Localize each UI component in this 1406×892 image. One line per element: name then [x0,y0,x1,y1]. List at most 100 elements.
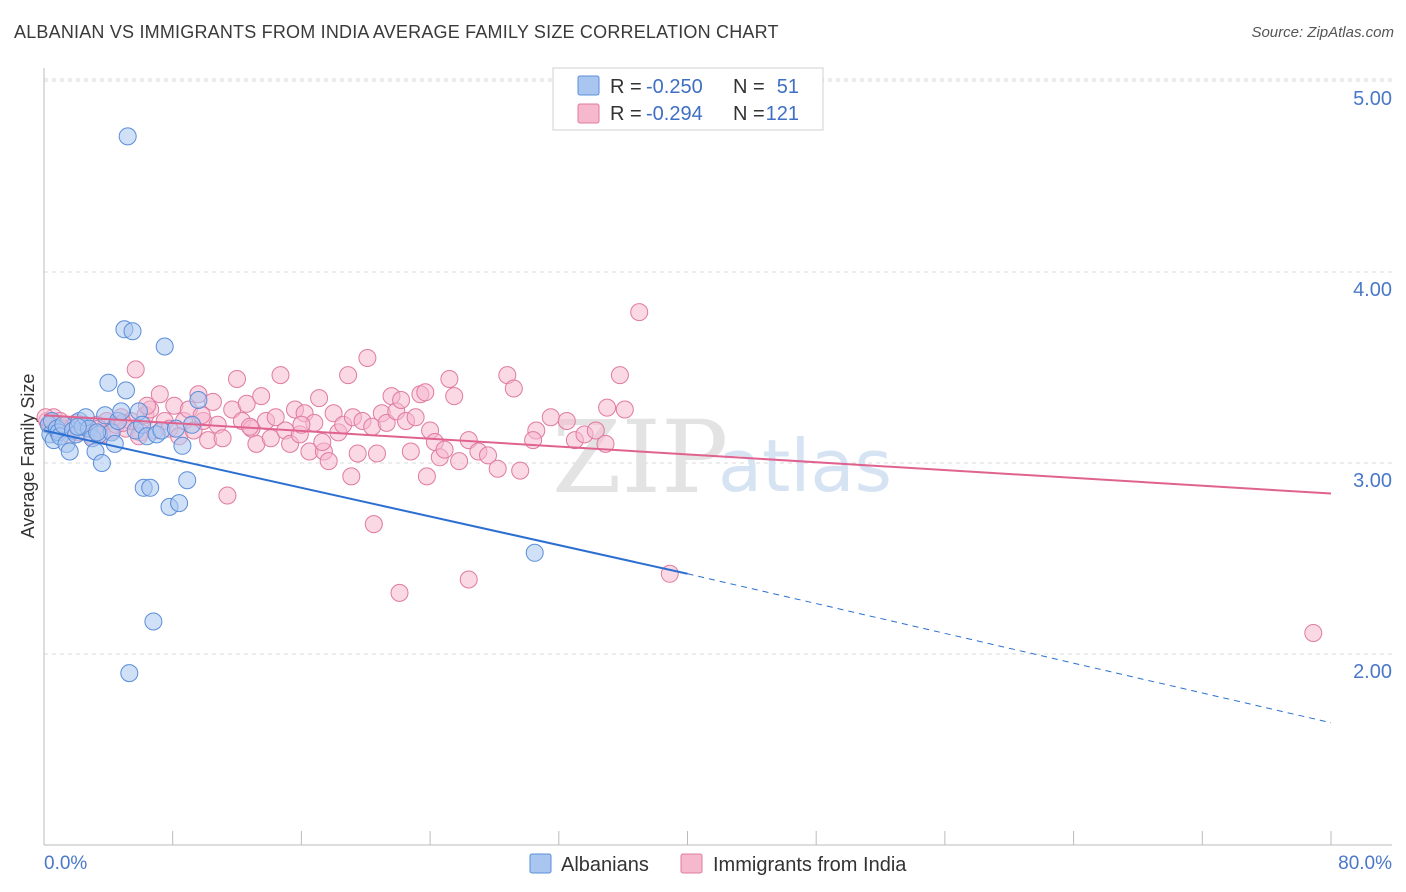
legend-n-value-india: 121 [766,103,799,125]
india-point [218,486,237,505]
albanian-point [173,436,192,455]
albanian-point [155,337,174,356]
y-axis-label: Average Family Size [18,374,38,539]
albanian-point [118,127,137,146]
albanian-point [144,612,163,631]
india-point [488,459,507,478]
india-point [440,370,459,388]
bottom-legend-swatch-albanians [529,853,552,874]
legend-swatch-albanian [577,75,600,96]
india-point [313,433,332,451]
india-point [445,387,464,406]
india-point [213,429,232,448]
india-point [598,398,617,417]
albanian-point [92,454,111,472]
y-tick-label: 4.00 [1353,279,1392,301]
x-ticks [43,831,1332,845]
india-point [630,303,649,322]
india-point [615,400,634,419]
series-legend: Albanians Immigrants from India [529,853,907,876]
india-point [586,421,605,440]
india-point [504,379,523,398]
india-point [368,444,386,463]
india-point [126,360,145,379]
india-point [342,467,361,486]
albanian-point [525,543,544,562]
india-point [392,391,411,409]
albanian-point [123,322,142,341]
india-point [237,394,256,413]
india-point [459,570,478,589]
albanian-point [120,664,139,683]
india-point [541,408,560,427]
legend-r-value-albanian: -0.250 [646,76,703,98]
india-point [417,467,436,486]
india-point [479,446,497,465]
watermark-zip: ZIP [552,399,728,516]
india-point [390,583,409,602]
albanian-trend-line [43,429,688,575]
x-tick-label-min: 0.0% [44,853,87,874]
india-point [358,349,377,367]
india-point [450,452,469,471]
india-point [228,370,246,388]
y-tick-label: 2.00 [1353,661,1392,683]
chart-title: ALBANIAN VS IMMIGRANTS FROM INDIA AVERAG… [14,22,779,42]
albanian-point [141,478,160,497]
india-point [292,415,311,434]
india-point [377,413,396,432]
albanian-point [60,442,79,461]
albanian-point [189,391,208,409]
india-point [557,412,576,430]
legend-r-label-albanian: R = [610,76,642,98]
india-point [596,434,615,453]
bottom-legend-swatch-india [680,853,703,874]
bottom-legend-label-albanians: Albanians [561,854,649,876]
albanian-point [105,434,124,453]
india-point [1304,624,1323,642]
grid [44,78,1392,655]
india-point [406,408,425,427]
albanian-point [170,494,189,513]
trend-lines [43,414,1332,724]
stats-legend: R = -0.250 N = 51 R = -0.294 N = 121 [552,67,824,131]
bottom-legend-label-india: Immigrants from India [713,854,907,876]
india-point [310,389,329,408]
india-point [435,440,454,459]
legend-n-label-india: N = [733,103,765,125]
albanian-point [117,381,135,400]
india-point [266,408,285,427]
albanian-point [88,423,107,442]
legend-r-label-india: R = [610,103,642,125]
india-point [252,387,271,406]
albanian-point [178,471,197,490]
india-point [364,515,383,534]
india-point [610,366,629,385]
x-tick-label-max: 80.0% [1338,853,1392,874]
y-tick-label: 3.00 [1353,470,1392,492]
legend-n-value-albanian: 51 [777,76,799,98]
legend-swatch-india [577,103,600,124]
chart-source: Source: ZipAtlas.com [1251,24,1394,41]
india-points [36,303,1323,642]
axes [43,68,1392,846]
india-trend-line [43,414,1332,495]
albanian-trend-extension [687,573,1332,724]
india-point [416,383,435,402]
india-point [348,444,367,463]
india-point [150,385,169,404]
legend-r-value-india: -0.294 [646,103,703,125]
albanian-point [68,417,87,436]
y-tick-label: 5.00 [1353,88,1392,110]
albanian-point [99,373,118,392]
india-point [339,366,358,385]
india-point [511,461,530,480]
india-point [319,452,338,471]
albanian-point [112,402,131,421]
india-point [324,404,343,423]
india-point [401,442,420,461]
india-point [271,366,290,385]
y-tick-labels: 2.00 3.00 4.00 5.00 [1353,88,1392,683]
legend-n-label-albanian: N = [733,76,765,98]
